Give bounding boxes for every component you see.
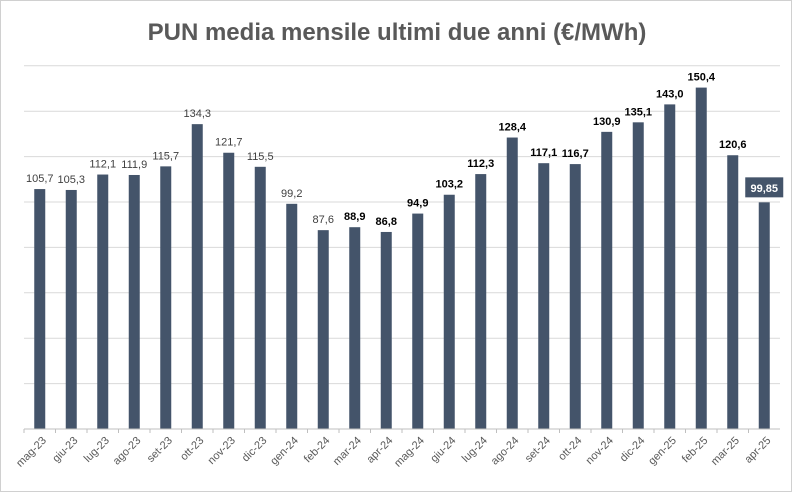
bar [664,104,676,429]
bar [160,166,172,429]
data-label: 111,9 [121,159,147,171]
data-label: 120,6 [719,139,747,151]
bars [34,87,770,430]
chart-title: PUN media mensile ultimi due anni (€/MWh… [147,19,647,46]
x-tick-label: nov-23 [206,435,238,467]
x-tick-label: mar-25 [709,435,742,468]
x-tick-label: lug-24 [460,435,490,465]
x-tick-label: ago-23 [111,435,144,468]
data-label: 117,1 [530,147,557,159]
x-tick-label: ago-24 [489,435,522,468]
bar [506,137,518,430]
bar [412,213,424,429]
bar [97,174,109,429]
data-label: 88,9 [344,211,365,223]
data-label: 121,7 [215,137,243,149]
bar [569,164,581,429]
bar [380,231,392,429]
bar [223,152,235,429]
x-tick-label: lug-23 [82,435,112,465]
data-labels: 105,7 105,3 112,1 111,9 115,7 134,3 121,7 115,5… [26,72,784,228]
bar [538,163,550,430]
x-tick-label: ott-24 [556,435,584,463]
bar [317,230,329,429]
x-tick-label: gen-25 [646,435,679,468]
x-tick-label: set-24 [523,435,553,465]
data-label: 112,3 [467,158,494,170]
data-label: 99,2 [281,188,302,200]
bar [349,227,361,429]
data-label: 105,7 [26,173,54,185]
bar [34,189,46,429]
x-tick-label: gen-24 [268,435,301,468]
bar [254,166,266,429]
data-label: 87,6 [313,214,334,226]
bar [632,122,644,429]
x-tick-label: mar-24 [331,435,364,468]
x-tick-label: set-23 [145,435,175,465]
x-tick-label: feb-24 [302,435,333,466]
bar [695,87,707,429]
gridlines [24,65,780,385]
data-label: 99,85 [750,183,778,195]
data-label: 94,9 [407,198,428,210]
x-tick-label: giu-24 [428,435,458,465]
x-tick-label: dic-24 [618,435,648,465]
data-label: 115,7 [152,150,179,162]
data-label: 115,5 [247,151,274,163]
data-label: 112,1 [89,159,116,171]
highlight-label-box [745,177,784,198]
data-label: 150,4 [687,72,715,84]
data-label: 130,9 [593,116,621,128]
x-tick-label: giu-23 [50,435,80,465]
x-tick-label: dic-23 [240,435,270,465]
bar [128,174,140,429]
bar [475,174,487,429]
x-tick-label: mag-23 [14,435,49,470]
data-label: 105,3 [57,174,85,186]
bar [758,202,770,429]
x-tick-label: ott-23 [178,435,206,463]
x-tick-label: apr-25 [742,435,773,466]
bar [601,131,613,429]
x-tick-label: mag-24 [392,435,427,470]
x-tick-label: feb-25 [680,435,711,466]
x-tick-label: nov-24 [584,435,616,467]
bar [191,124,203,429]
bar [727,155,739,429]
data-label: 116,7 [562,148,589,160]
data-label: 128,4 [498,122,526,134]
bar [286,203,298,429]
bar [443,194,455,429]
data-label: 134,3 [183,108,211,120]
data-label: 86,8 [376,216,397,228]
data-label: 103,2 [435,179,463,191]
bar [65,189,77,429]
data-label: 143,0 [656,88,684,100]
data-label: 135,1 [624,106,652,118]
